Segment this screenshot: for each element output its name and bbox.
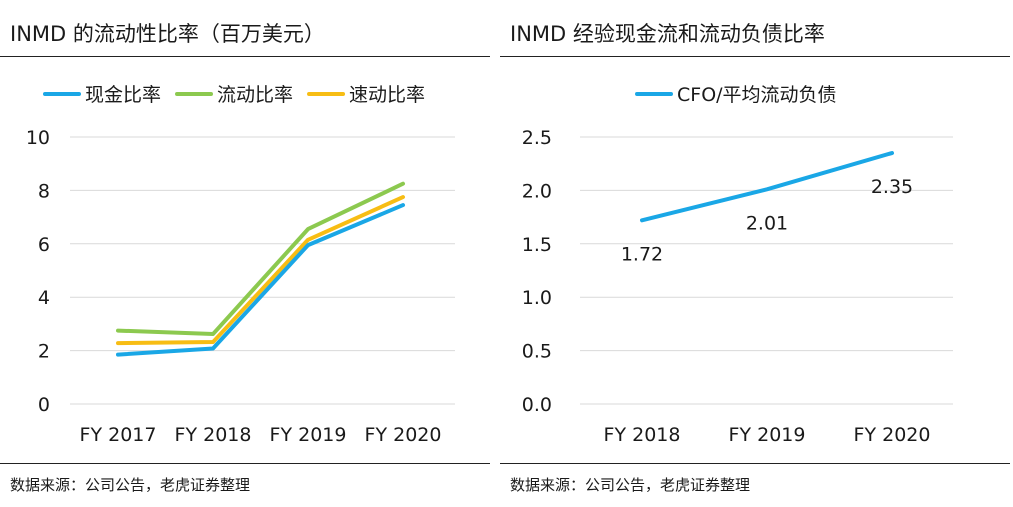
x-tick-label: FY 2020 xyxy=(854,424,931,446)
legend-label: 流动比率 xyxy=(217,84,293,106)
footer-divider xyxy=(0,463,490,464)
legend-label: 现金比率 xyxy=(85,84,161,106)
footer-divider xyxy=(500,463,1010,464)
title-divider xyxy=(0,56,490,57)
liquidity-ratio-panel: INMD 的流动性比率（百万美元） 0 2 4 6 8 10 FY 2017 FY 2018 F… xyxy=(0,0,490,507)
y-tick-label: 1.5 xyxy=(522,234,552,256)
series-line xyxy=(640,151,894,223)
y-tick-label: 10 xyxy=(26,127,50,149)
legend-label: 速动比率 xyxy=(349,84,425,106)
source-note: 数据来源：公司公告，老虎证券整理 xyxy=(510,476,751,494)
y-tick-label: 6 xyxy=(38,234,50,256)
y-tick-label: 8 xyxy=(38,180,50,202)
series-line xyxy=(116,195,405,346)
liquidity-ratio-chart: 0 2 4 6 8 10 FY 2017 FY 2018 FY 2019 FY 2020 现金比率 流… xyxy=(26,84,455,446)
title-divider xyxy=(500,56,1010,57)
y-tick-label: 0.0 xyxy=(522,394,552,416)
cfo-ratio-panel: INMD 经验现金流和流动负债比率 0.0 0.5 1.0 1.5 2.0 2.5 FY 2… xyxy=(500,0,1010,507)
x-tick-label: FY 2018 xyxy=(604,424,681,446)
x-tick-label: FY 2018 xyxy=(175,424,252,446)
chart-title: INMD 的流动性比率（百万美元） xyxy=(10,22,325,46)
data-label: 2.01 xyxy=(746,212,788,234)
y-tick-label: 1.0 xyxy=(522,287,552,309)
y-tick-label: 2.0 xyxy=(522,180,552,202)
y-tick-label: 0 xyxy=(38,394,50,416)
series-line xyxy=(116,181,405,337)
y-tick-label: 2.5 xyxy=(522,127,552,149)
legend-label: CFO/平均流动负债 xyxy=(677,84,837,106)
x-tick-label: FY 2019 xyxy=(729,424,806,446)
y-tick-label: 0.5 xyxy=(522,341,552,363)
cfo-ratio-chart: 0.0 0.5 1.0 1.5 2.0 2.5 FY 2018 FY 2019 FY 2020 1… xyxy=(522,84,953,446)
series-line xyxy=(116,203,405,357)
y-tick-label: 4 xyxy=(38,287,50,309)
data-label: 1.72 xyxy=(621,243,663,265)
source-note: 数据来源：公司公告，老虎证券整理 xyxy=(10,476,251,494)
data-label: 2.35 xyxy=(871,176,913,198)
y-tick-label: 2 xyxy=(38,341,50,363)
x-tick-label: FY 2017 xyxy=(80,424,157,446)
x-tick-label: FY 2019 xyxy=(270,424,347,446)
chart-title: INMD 经验现金流和流动负债比率 xyxy=(510,22,825,46)
x-tick-label: FY 2020 xyxy=(365,424,442,446)
